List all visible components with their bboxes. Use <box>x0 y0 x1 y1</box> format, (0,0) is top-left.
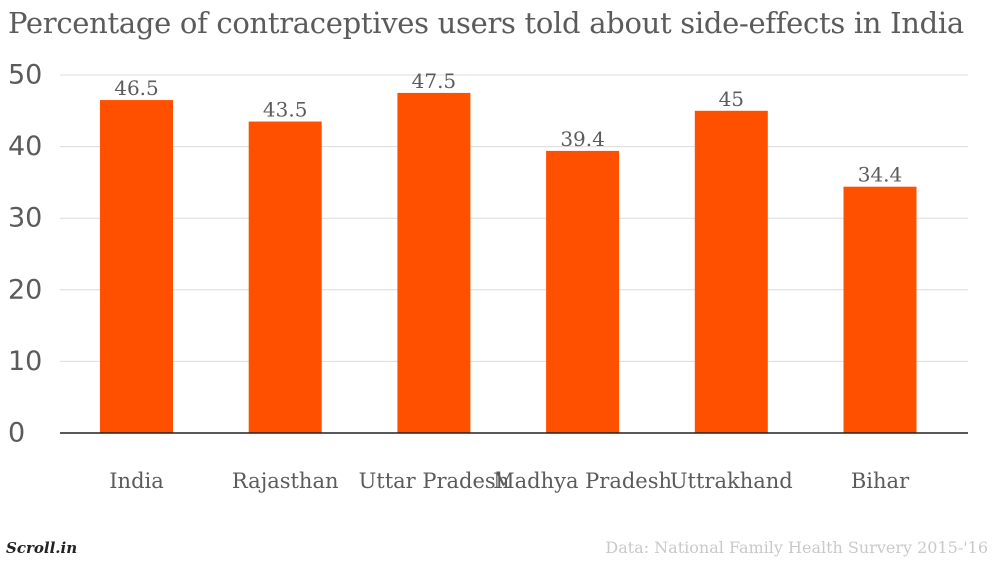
bar-4 <box>694 110 768 434</box>
chart-title: Percentage of contraceptives users told … <box>8 6 964 40</box>
x-tick-label-1: Rajasthan <box>232 469 339 493</box>
bar-0 <box>100 100 173 433</box>
x-tick-label-4: Uttrakhand <box>670 469 793 493</box>
data-label-4: 45 <box>719 87 744 111</box>
x-tick-label-2: Uttar Pradesh <box>359 469 510 493</box>
data-labels: 46.5 43.5 47.5 39.4 45 34.4 <box>114 69 902 187</box>
y-tick-label-50: 50 <box>8 60 42 91</box>
y-tick-label-20: 20 <box>8 274 42 305</box>
bar-1 <box>248 121 322 433</box>
x-tick-label-3: Madhya Pradesh <box>493 469 672 493</box>
y-tick-label-40: 40 <box>8 131 42 162</box>
data-label-1: 43.5 <box>263 98 308 122</box>
source-note: Data: National Family Health Survery 201… <box>605 538 988 557</box>
bars <box>100 92 917 434</box>
x-tick-label-5: Bihar <box>851 469 910 493</box>
y-tick-label-10: 10 <box>8 346 42 377</box>
bar-2 <box>397 92 471 434</box>
bar-3 <box>546 150 620 433</box>
brand-logo: Scroll.in <box>6 539 78 557</box>
gridlines <box>60 74 968 362</box>
y-axis-ticks: 0 10 20 30 40 50 <box>8 60 42 449</box>
data-label-2: 47.5 <box>412 69 457 93</box>
data-label-5: 34.4 <box>858 163 903 187</box>
data-label-0: 46.5 <box>114 76 159 100</box>
x-tick-label-0: India <box>109 469 164 493</box>
y-tick-label-0: 0 <box>8 418 25 449</box>
y-tick-label-30: 30 <box>8 203 42 234</box>
bar-5 <box>843 186 917 433</box>
data-label-3: 39.4 <box>560 127 605 151</box>
